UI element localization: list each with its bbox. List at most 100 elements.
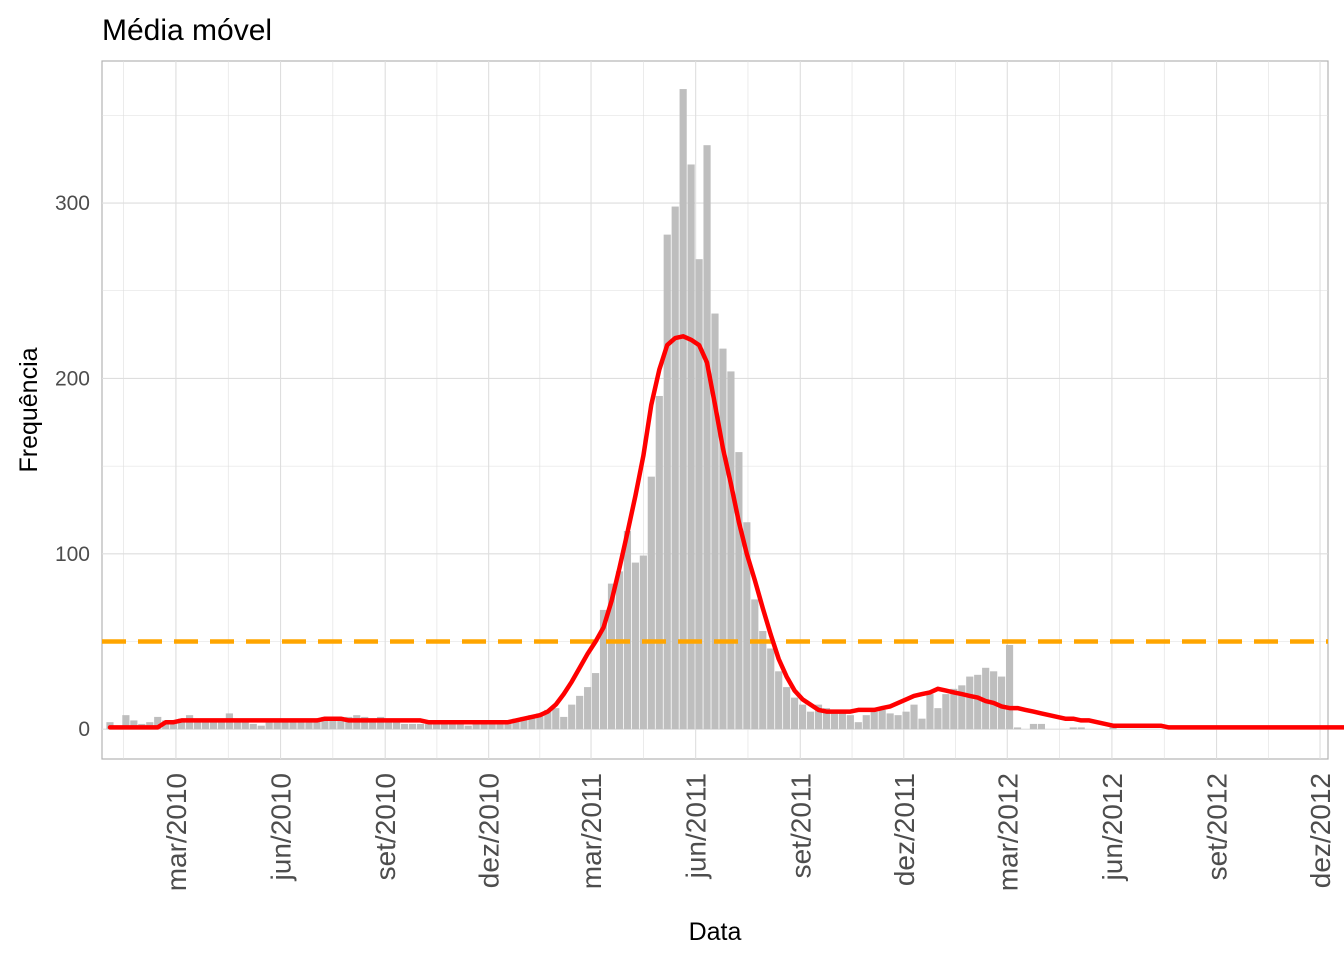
bar — [711, 313, 719, 730]
bar — [934, 708, 942, 730]
bar — [1037, 723, 1045, 730]
moving-average-line — [107, 334, 1344, 730]
x-tick-label: mar/2012 — [992, 773, 1023, 891]
bar — [806, 711, 815, 730]
bar — [870, 711, 878, 730]
bar — [655, 395, 663, 730]
bar — [289, 720, 297, 730]
bar — [1013, 727, 1022, 730]
bar — [544, 709, 552, 730]
bar — [982, 667, 990, 730]
bar — [862, 715, 870, 730]
bar — [942, 694, 950, 730]
bar — [663, 234, 671, 730]
bar — [767, 648, 775, 730]
bar — [448, 723, 456, 730]
bar — [631, 562, 639, 730]
x-tick-label: mar/2010 — [161, 773, 192, 891]
bar — [416, 723, 425, 730]
bar — [281, 718, 289, 730]
y-tick-label: 200 — [55, 367, 90, 390]
x-tick-label: mar/2011 — [576, 773, 607, 889]
bar — [902, 711, 910, 730]
bar — [329, 716, 337, 730]
y-axis-title: Frequência — [15, 347, 43, 472]
bar — [241, 722, 249, 730]
chart-title: Média móvel — [102, 14, 272, 47]
bar — [488, 720, 496, 730]
bar — [528, 715, 536, 730]
bar — [719, 348, 727, 730]
bar — [400, 723, 409, 730]
bar — [209, 720, 218, 730]
bar — [257, 725, 265, 730]
bar — [560, 716, 568, 730]
x-tick-label: dez/2011 — [889, 773, 920, 886]
bar — [1077, 727, 1085, 730]
bar — [623, 531, 632, 730]
bar — [552, 708, 560, 730]
bar — [154, 716, 162, 730]
bar — [607, 583, 616, 730]
bar — [297, 718, 305, 730]
bar — [910, 704, 918, 730]
bar — [886, 713, 894, 730]
bar — [759, 630, 767, 730]
bar — [751, 599, 759, 730]
x-axis-title: Data — [689, 918, 742, 946]
bar — [130, 720, 138, 730]
bar — [592, 673, 600, 730]
bar — [791, 697, 799, 730]
x-tick-label: jun/2010 — [266, 773, 297, 881]
bar — [576, 695, 584, 730]
bar — [1005, 645, 1014, 730]
bar — [846, 715, 854, 730]
x-tick-label: jun/2011 — [681, 773, 712, 879]
bar — [440, 723, 448, 730]
y-tick-label: 300 — [55, 192, 90, 215]
bar — [122, 715, 130, 730]
bar — [926, 694, 934, 730]
bar — [193, 718, 202, 730]
bar — [369, 720, 377, 730]
moving-average-layer — [107, 334, 1344, 730]
bar — [838, 711, 846, 730]
bar — [345, 716, 353, 730]
x-tick-label: set/2011 — [785, 773, 816, 878]
bar — [472, 723, 480, 730]
bar — [894, 715, 902, 730]
bar — [878, 709, 886, 730]
bar — [520, 716, 528, 730]
bar — [727, 371, 735, 730]
bar — [783, 687, 791, 730]
bar — [814, 704, 823, 730]
bar — [798, 704, 807, 730]
bar — [775, 671, 783, 730]
y-tick-label: 0 — [78, 718, 90, 741]
bar — [743, 522, 751, 730]
bar — [233, 720, 241, 730]
bar — [974, 674, 982, 730]
bar — [321, 716, 329, 730]
bar — [273, 720, 281, 730]
bar — [1029, 723, 1038, 730]
bar — [424, 723, 432, 730]
bar — [950, 688, 958, 730]
bar — [313, 718, 321, 730]
bar — [990, 671, 998, 730]
bar — [361, 716, 369, 730]
x-tick-label: jun/2012 — [1097, 773, 1128, 881]
bar — [480, 723, 488, 730]
bar — [584, 687, 592, 730]
bar — [822, 708, 831, 730]
bar — [1069, 727, 1077, 730]
bar — [958, 685, 966, 730]
x-tick-label: dez/2010 — [474, 773, 505, 888]
bar — [536, 713, 544, 730]
bar — [647, 476, 655, 730]
bar — [687, 164, 695, 730]
bar — [201, 720, 210, 730]
bar — [504, 720, 512, 730]
bar — [249, 723, 257, 730]
